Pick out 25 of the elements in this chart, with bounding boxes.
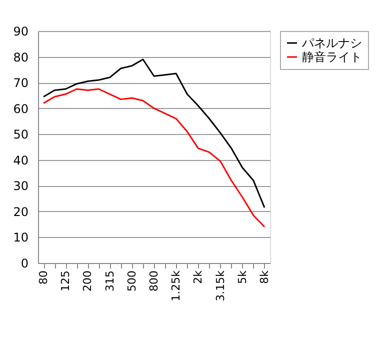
- x-tick-label: 80: [37, 270, 50, 284]
- x-tick-label: 5k: [236, 270, 249, 284]
- x-tick-label: 500: [125, 270, 138, 292]
- line-series: [42, 58, 266, 208]
- x-tick-label: 315: [103, 270, 116, 292]
- y-tick-label: 30: [13, 179, 28, 194]
- y-tick-label: 80: [13, 50, 28, 64]
- y-tick-label: 10: [13, 230, 28, 245]
- y-tick-label: 90: [13, 24, 28, 38]
- legend-label: 静音ライト: [302, 50, 362, 64]
- y-tick-label: 70: [13, 76, 28, 90]
- x-tick-label: 3.15k: [214, 270, 227, 302]
- x-tick-label: 1.25k: [170, 270, 183, 302]
- x-tick-label: 125: [59, 270, 72, 292]
- legend-label: パネルナシ: [301, 36, 362, 50]
- y-tick-label: 50: [13, 128, 28, 142]
- y-tick-label: 40: [13, 153, 28, 168]
- x-tick-label: 8k: [258, 270, 271, 284]
- line-series: [42, 88, 266, 228]
- x-tick-label: 2k: [192, 270, 205, 284]
- y-tick-label: 20: [13, 204, 28, 219]
- y-tick-label: 0: [20, 256, 28, 270]
- x-tick-label: 800: [148, 270, 160, 292]
- x-tick-label: 200: [81, 270, 94, 292]
- y-tick-label: 60: [13, 102, 28, 116]
